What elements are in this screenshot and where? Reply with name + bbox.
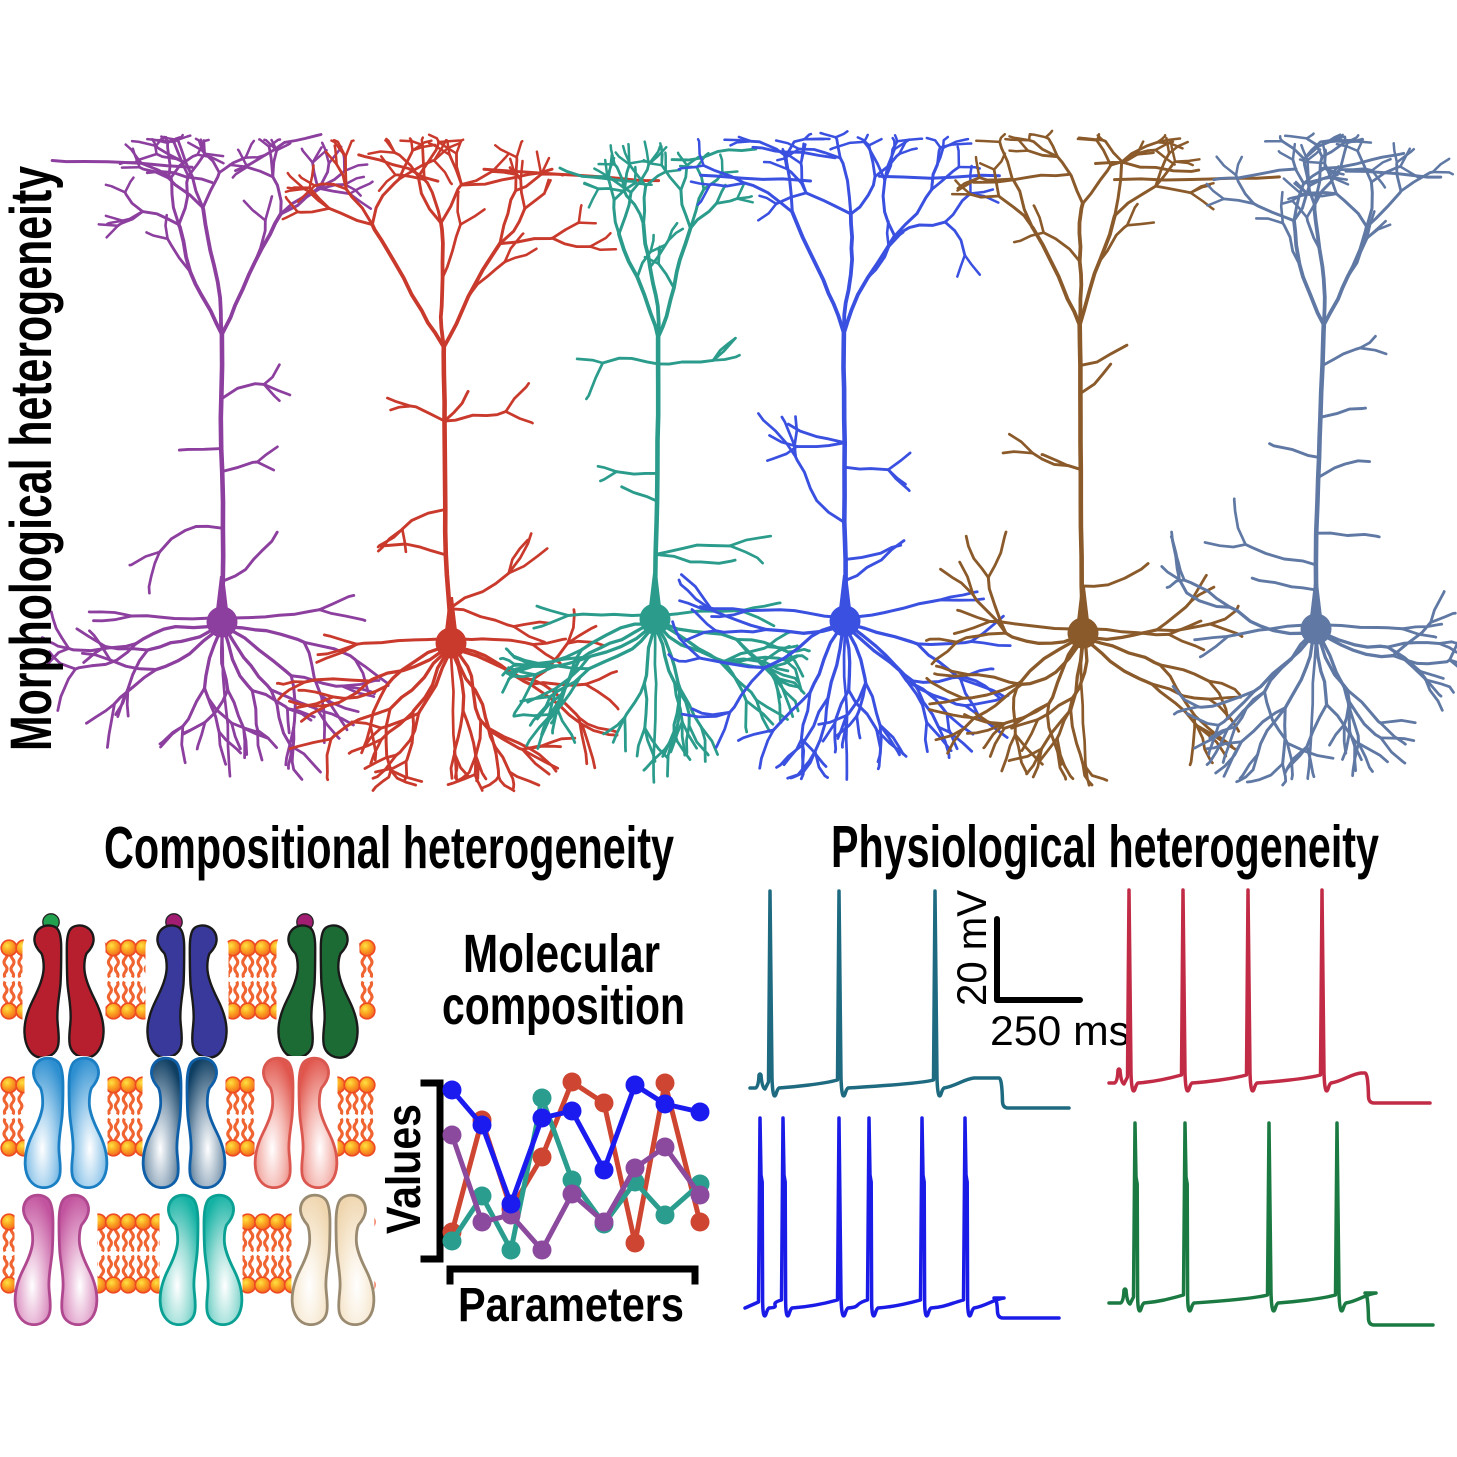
svg-text:Morphological heterogeneity: Morphological heterogeneity — [0, 166, 64, 751]
svg-text:Compositional heterogeneity: Compositional heterogeneity — [104, 815, 674, 881]
svg-text:Values: Values — [378, 1104, 431, 1234]
svg-text:composition: composition — [442, 976, 685, 1036]
svg-text:250 ms: 250 ms — [990, 1007, 1130, 1054]
svg-text:Parameters: Parameters — [458, 1279, 684, 1332]
svg-text:Molecular: Molecular — [463, 924, 660, 984]
svg-text:Physiological heterogeneity: Physiological heterogeneity — [831, 814, 1379, 880]
svg-text:20 mV: 20 mV — [948, 890, 995, 1006]
